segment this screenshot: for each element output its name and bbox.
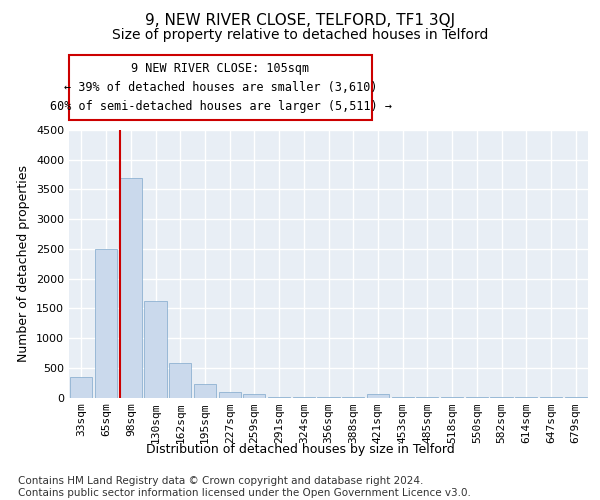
Bar [243, 394, 265, 398]
Bar [169, 364, 191, 398]
Text: Contains HM Land Registry data © Crown copyright and database right 2024.
Contai: Contains HM Land Registry data © Crown c… [18, 476, 471, 498]
Bar [218, 392, 241, 398]
Bar [119, 178, 142, 398]
Bar [367, 394, 389, 398]
Bar [70, 376, 92, 398]
Text: Distribution of detached houses by size in Telford: Distribution of detached houses by size … [146, 442, 454, 456]
Y-axis label: Number of detached properties: Number of detached properties [17, 165, 31, 362]
Bar [145, 301, 167, 398]
Text: 9, NEW RIVER CLOSE, TELFORD, TF1 3QJ: 9, NEW RIVER CLOSE, TELFORD, TF1 3QJ [145, 12, 455, 28]
Text: Size of property relative to detached houses in Telford: Size of property relative to detached ho… [112, 28, 488, 42]
Text: 9 NEW RIVER CLOSE: 105sqm
← 39% of detached houses are smaller (3,610)
60% of se: 9 NEW RIVER CLOSE: 105sqm ← 39% of detac… [49, 62, 392, 113]
Bar [95, 249, 117, 398]
Bar [194, 384, 216, 398]
